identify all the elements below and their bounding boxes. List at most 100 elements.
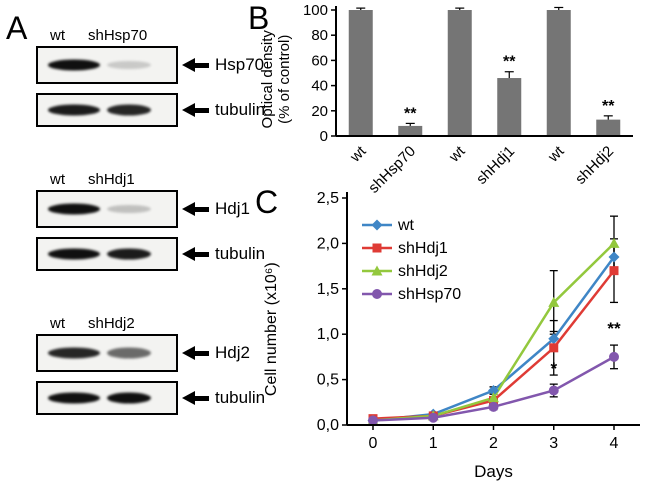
arrow-left-icon bbox=[182, 346, 209, 360]
marker-square bbox=[609, 266, 619, 276]
blot-row-control: tubulin bbox=[36, 237, 265, 271]
arrow-left-icon bbox=[182, 247, 209, 261]
x-axis-label: Days bbox=[474, 462, 513, 481]
blot-label-tubulin: tubulin bbox=[215, 388, 266, 407]
lane-labels: wt shHdj1 bbox=[0, 166, 252, 190]
blot-label-tubulin: tubulin bbox=[215, 100, 266, 119]
legend-label: shHdj2 bbox=[398, 263, 448, 280]
marker-triangle bbox=[548, 296, 560, 307]
protein-band bbox=[47, 59, 101, 71]
cell-number-line-chart: 0,00,51,01,52,02,50 1 2 3 4***wtshHdj1shHdj2… bbox=[317, 190, 640, 481]
y-tick-label: 60 bbox=[311, 52, 328, 69]
x-tick-label: 0 bbox=[369, 435, 378, 452]
arrow-left-icon bbox=[182, 58, 209, 72]
c-y-axis-label: Cell number (x10⁶) bbox=[262, 262, 280, 397]
y-tick-label: 40 bbox=[311, 78, 328, 95]
lane-label-shhdj2: shHdj2 bbox=[88, 315, 135, 332]
marker-circle bbox=[368, 415, 378, 426]
bar bbox=[398, 125, 423, 136]
blot-label-hdj1: Hdj1 bbox=[215, 199, 250, 218]
blot-box-tubulin bbox=[36, 93, 178, 127]
protein-band bbox=[47, 248, 101, 260]
blot-group-hsp70: wt shHsp70 Hsp70 tubulin bbox=[0, 22, 265, 136]
lane-label-wt: wt bbox=[50, 171, 65, 188]
panel-label-c: C bbox=[255, 184, 279, 220]
x-category-label: wt bbox=[346, 142, 370, 166]
marker-diamond bbox=[488, 384, 499, 396]
protein-band bbox=[107, 392, 152, 404]
marker-triangle bbox=[488, 392, 499, 403]
lane-labels: wt shHdj2 bbox=[0, 310, 252, 334]
arrow-left-icon bbox=[182, 391, 209, 405]
marker-square bbox=[372, 243, 382, 253]
blot-box-tubulin bbox=[36, 237, 178, 271]
panel-b-bar-chart: B Optical density (% of control) 0 20 40 60… bbox=[240, 0, 650, 202]
blot-row-control: tubulin bbox=[36, 381, 265, 415]
significance-stars: ** bbox=[607, 319, 621, 338]
protein-band bbox=[107, 347, 152, 359]
lane-label-wt: wt bbox=[50, 315, 65, 332]
bar bbox=[348, 10, 373, 136]
legend-label: shHdj1 bbox=[398, 240, 448, 257]
arrow-left-icon bbox=[182, 202, 209, 216]
protein-band bbox=[107, 104, 152, 116]
bar bbox=[447, 10, 472, 136]
x-tick-label: 1 bbox=[429, 435, 438, 452]
y-tick-label: 0,5 bbox=[317, 372, 339, 389]
y-tick-label: 100 bbox=[303, 2, 328, 19]
protein-band bbox=[47, 347, 101, 359]
blot-box-hsp70 bbox=[36, 46, 178, 84]
y-tick-label: 1,0 bbox=[317, 326, 339, 343]
y-tick-label: 0,0 bbox=[317, 417, 339, 434]
significance-stars: * bbox=[550, 359, 557, 378]
y-tick-label: 1,5 bbox=[317, 281, 339, 298]
marker-circle bbox=[609, 351, 619, 362]
lane-labels: wt shHsp70 bbox=[0, 22, 252, 46]
x-tick-label: 3 bbox=[549, 435, 558, 452]
blot-group-hdj1: wt shHdj1 Hdj1 tubulin bbox=[0, 166, 265, 280]
bar bbox=[497, 78, 522, 136]
marker-diamond bbox=[608, 251, 620, 263]
marker-diamond bbox=[371, 219, 383, 231]
blot-box-hdj1 bbox=[36, 190, 178, 228]
marker-diamond bbox=[548, 333, 560, 345]
y-tick-label: 2,5 bbox=[317, 190, 339, 207]
marker-triangle bbox=[371, 265, 383, 276]
y-tick-label: 20 bbox=[311, 103, 328, 120]
legend-label: shHsp70 bbox=[398, 286, 461, 303]
marker-circle bbox=[488, 401, 499, 412]
legend-label: wt bbox=[397, 217, 415, 234]
protein-band bbox=[107, 61, 152, 69]
lane-label-shhdj1: shHdj1 bbox=[88, 171, 135, 188]
y-tick-label: 0 bbox=[320, 128, 328, 145]
y-tick-label: 2,0 bbox=[317, 235, 339, 252]
protein-band bbox=[107, 205, 152, 213]
significance-stars: ** bbox=[503, 54, 516, 71]
blot-box-hdj2 bbox=[36, 334, 178, 372]
protein-band bbox=[47, 104, 101, 116]
blot-row-target: Hdj2 bbox=[36, 334, 252, 372]
arrow-left-icon bbox=[182, 103, 209, 117]
blot-row-target: Hsp70 bbox=[36, 46, 264, 84]
lane-label-wt: wt bbox=[50, 27, 65, 44]
marker-square bbox=[549, 343, 559, 353]
panel-label-b: B bbox=[248, 0, 270, 36]
marker-circle bbox=[372, 289, 382, 299]
protein-band bbox=[47, 203, 101, 215]
significance-stars: ** bbox=[602, 98, 615, 115]
x-category-label: wt bbox=[544, 142, 568, 166]
panel-a-western-blots: A wt shHsp70 Hsp70 tubulin wt shHdj1 Hdj… bbox=[0, 0, 265, 489]
protein-band bbox=[107, 248, 152, 260]
blot-label-tubulin: tubulin bbox=[215, 244, 266, 263]
blot-group-hdj2: wt shHdj2 Hdj2 tubulin bbox=[0, 310, 265, 424]
blot-label-hsp70: Hsp70 bbox=[215, 55, 265, 74]
bar bbox=[546, 10, 571, 136]
blot-row-target: Hdj1 bbox=[36, 190, 252, 228]
y-tick-label: 80 bbox=[311, 27, 328, 44]
marker-triangle bbox=[608, 237, 620, 248]
panel-label-a: A bbox=[6, 10, 28, 46]
x-tick-label: 2 bbox=[489, 435, 498, 452]
blot-row-control: tubulin bbox=[36, 93, 265, 127]
blot-label-hdj2: Hdj2 bbox=[215, 343, 250, 362]
